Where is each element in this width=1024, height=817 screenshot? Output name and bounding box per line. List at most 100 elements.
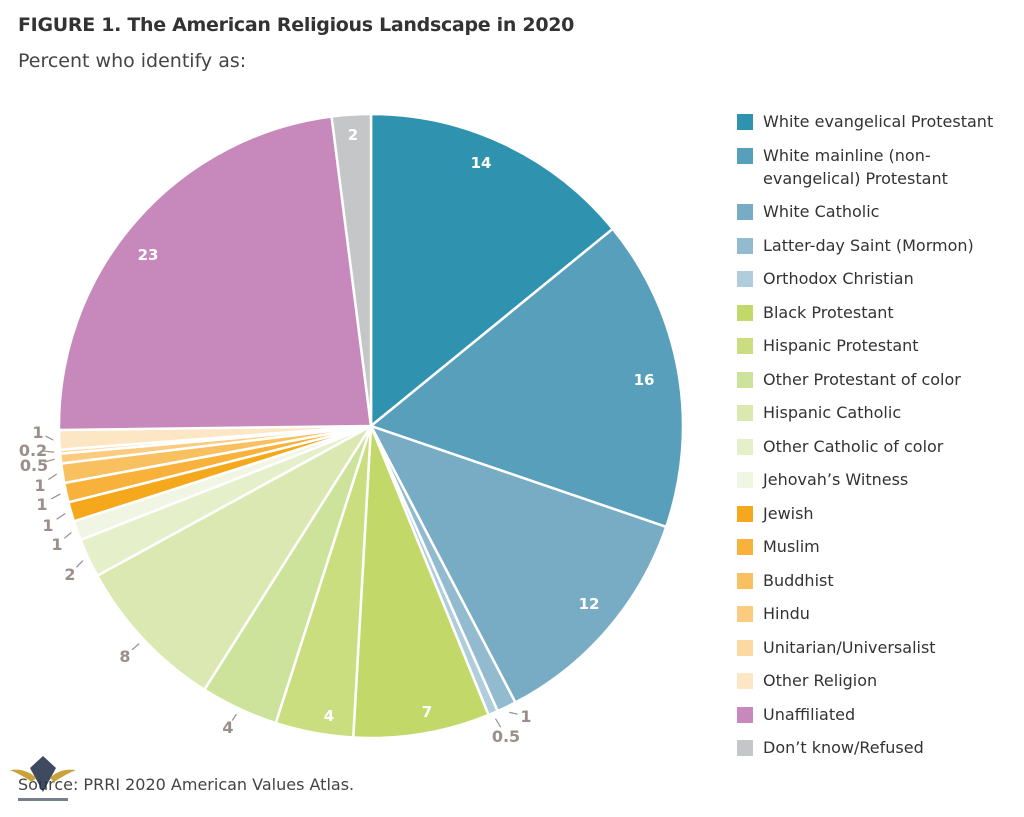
pie-slice	[369, 112, 615, 429]
legend-item: Jehovah’s Witness	[737, 468, 1024, 491]
leader-line	[509, 711, 518, 715]
legend-swatch	[737, 304, 753, 321]
legend-swatch	[737, 472, 753, 488]
legend-swatch	[737, 438, 753, 455]
legend-swatch	[737, 237, 753, 254]
legend-label: Latter-day Saint (Mormon)	[763, 235, 974, 255]
legend-swatch	[737, 371, 753, 388]
pie-slice	[368, 423, 668, 705]
slice-value-label: 1	[34, 476, 45, 495]
legend-item: Other Religion	[737, 669, 1024, 692]
legend-label: Hindu	[763, 604, 810, 623]
legend-item: Muslim	[737, 535, 1024, 558]
leader-line	[43, 450, 55, 453]
legend-item: Black Protestant	[737, 301, 1024, 324]
pie-slice	[57, 115, 373, 432]
slice-value-label: 4	[222, 718, 233, 737]
watermark-logo	[10, 756, 76, 801]
legend-item: Orthodox Christian	[737, 267, 1024, 290]
legend-item: Don’t know/Refused	[737, 736, 1024, 759]
slice-value-label: 0.5	[492, 727, 520, 746]
leader-line	[131, 643, 140, 651]
legend-swatch	[737, 673, 753, 689]
legend-swatch	[737, 639, 753, 656]
leader-line	[48, 473, 57, 481]
legend-swatch	[737, 405, 753, 421]
legend-label: Muslim	[763, 537, 820, 556]
legend-item: Other Protestant of color	[737, 368, 1024, 391]
legend-item: Other Catholic of color	[737, 435, 1024, 458]
legend: White evangelical Protestant White mainli…	[737, 110, 1024, 770]
leader-line	[44, 458, 55, 463]
slice-value-label: 1	[32, 423, 43, 442]
slice-value-label: 2	[64, 565, 75, 584]
legend-swatch	[737, 539, 753, 555]
legend-item: White evangelical Protestant	[737, 110, 1024, 133]
chart-subtitle: Percent who identify as:	[18, 50, 247, 72]
legend-label: White mainline (non-evangelical) Protest…	[763, 145, 948, 188]
legend-swatch	[737, 572, 753, 589]
legend-swatch	[737, 706, 753, 723]
legend-swatch	[737, 338, 753, 354]
legend-label: Orthodox Christian	[763, 269, 914, 288]
legend-label: Unitarian/Universalist	[763, 637, 936, 657]
chart-title: FIGURE 1. The American Religious Landsca…	[18, 14, 575, 36]
slice-value-label: 16	[634, 371, 655, 389]
legend-swatch	[737, 606, 753, 622]
legend-label: Other Catholic of color	[763, 436, 944, 456]
legend-swatch	[737, 271, 753, 287]
legend-swatch	[737, 204, 753, 220]
legend-item: Jewish	[737, 502, 1024, 525]
legend-swatch	[737, 114, 753, 130]
legend-item: Unaffiliated	[737, 703, 1024, 726]
legend-item: Unitarian/Universalist	[737, 636, 1024, 659]
source-note: Source: PRRI 2020 American Values Atlas.	[18, 775, 355, 794]
slice-value-label: 0.2	[19, 441, 47, 460]
pie-slice	[351, 425, 491, 740]
slice-value-label: 1	[520, 707, 531, 726]
slice-value-label: 23	[138, 246, 159, 264]
legend-swatch	[737, 505, 753, 522]
legend-label: Buddhist	[763, 570, 834, 590]
legend-label: Hispanic Protestant	[763, 336, 919, 355]
leader-line	[56, 512, 66, 520]
legend-label: Other Religion	[763, 671, 878, 690]
legend-label: White evangelical Protestant	[763, 112, 994, 131]
legend-label: Hispanic Catholic	[763, 403, 902, 422]
slice-value-label: 1	[42, 516, 53, 535]
slice-value-label: 8	[119, 647, 130, 666]
legend-label: Unaffiliated	[763, 704, 856, 724]
leader-line	[494, 718, 502, 728]
legend-label: White Catholic	[763, 202, 880, 221]
leader-line	[50, 493, 61, 500]
pie-slice	[95, 422, 375, 692]
slice-value-label: 12	[579, 595, 600, 613]
leader-line	[63, 532, 72, 539]
legend-item: Hindu	[737, 602, 1024, 625]
legend-label: Black Protestant	[763, 302, 894, 322]
legend-item: Hispanic Protestant	[737, 334, 1024, 357]
legend-item: White Catholic	[737, 200, 1024, 223]
legend-label: Jewish	[763, 503, 814, 523]
legend-item: Hispanic Catholic	[737, 401, 1024, 424]
legend-item: Latter-day Saint (Mormon)	[737, 234, 1024, 257]
slice-value-label: 1	[36, 495, 47, 514]
legend-label: Other Protestant of color	[763, 369, 961, 389]
slice-value-label: 7	[422, 703, 432, 721]
leader-line	[45, 435, 54, 441]
slice-value-label: 4	[324, 707, 334, 725]
legend-label: Don’t know/Refused	[763, 738, 924, 757]
slice-value-label: 1	[51, 535, 62, 554]
slice-value-label: 14	[471, 154, 492, 172]
slice-value-label: 0.5	[20, 456, 48, 475]
legend-swatch	[737, 147, 753, 164]
pie-slice	[330, 112, 373, 427]
leader-line	[231, 713, 237, 721]
legend-label: Jehovah’s Witness	[763, 470, 909, 489]
legend-item: White mainline (non-evangelical) Protest…	[737, 144, 1024, 190]
slice-value-label: 2	[348, 126, 358, 144]
legend-item: Buddhist	[737, 569, 1024, 592]
legend-swatch	[737, 740, 753, 756]
leader-line	[76, 560, 84, 568]
